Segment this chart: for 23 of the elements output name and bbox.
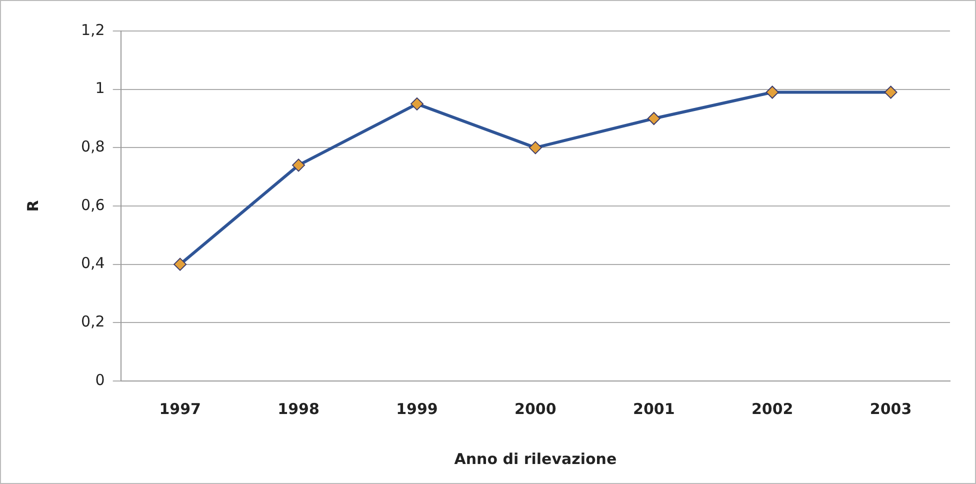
y-tick-label: 0,8 [80,138,105,156]
x-tick-label: 2002 [751,400,794,418]
x-axis-title: Anno di rilevazione [454,450,617,468]
y-tick-label: 1,2 [80,20,105,39]
x-tick-label: 2001 [633,400,675,418]
x-tick-label: 2003 [870,400,912,418]
y-tick-label: 0,2 [80,312,105,331]
point [528,141,542,154]
point [174,258,187,271]
x-tick-label: 1999 [396,400,438,418]
y-tick-label: 1 [95,79,105,98]
point [647,112,660,125]
point [410,97,424,110]
point [766,86,779,99]
x-tick-label: 1998 [278,400,320,418]
point [884,86,898,99]
x-tick-label: 1997 [159,400,201,418]
y-tick-label: 0,4 [80,254,105,272]
y-tick-label: 0 [95,370,105,389]
point [292,158,306,172]
x-tick-label: 2000 [514,400,556,418]
y-axis-title: R [24,200,42,212]
y-tick-label: 0,6 [80,196,105,214]
